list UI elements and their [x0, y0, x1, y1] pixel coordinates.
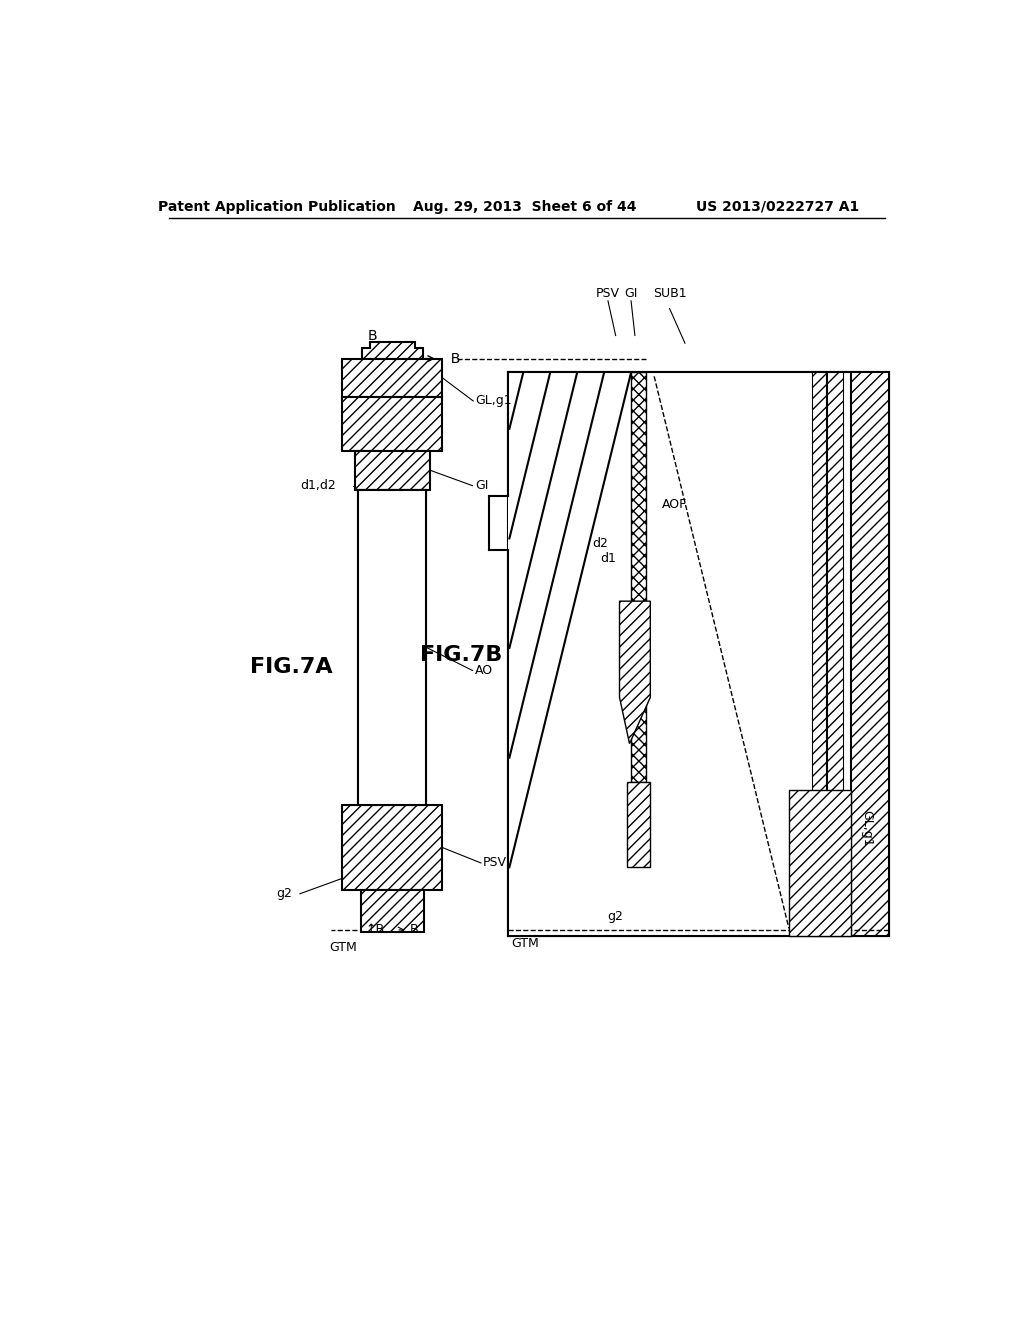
Text: FIG.7B: FIG.7B [420, 645, 503, 665]
Text: B: B [441, 351, 460, 366]
Bar [508, 372, 889, 936]
Bar [358, 490, 426, 805]
Text: GTM: GTM [512, 937, 540, 950]
Text: d2: d2 [592, 537, 608, 550]
Polygon shape [361, 342, 423, 359]
Text: GL,g1: GL,g1 [475, 395, 512, 408]
Text: d1: d1 [600, 552, 615, 565]
Polygon shape [812, 372, 826, 936]
Bar [378, 490, 387, 805]
Text: ↑B: ↑B [366, 924, 385, 936]
Bar [508, 372, 851, 936]
Text: GTM: GTM [329, 941, 357, 954]
Text: GL,g1: GL,g1 [860, 810, 873, 846]
Text: GI: GI [475, 479, 488, 492]
Text: g2: g2 [607, 911, 624, 924]
Text: Aug. 29, 2013  Sheet 6 of 44: Aug. 29, 2013 Sheet 6 of 44 [413, 199, 637, 214]
Text: SUB1: SUB1 [652, 286, 686, 300]
Text: g2: g2 [276, 887, 292, 900]
Bar [358, 490, 369, 805]
Polygon shape [342, 805, 442, 890]
Bar [358, 490, 426, 805]
Bar [417, 490, 426, 805]
Text: AO: AO [475, 664, 493, 677]
Bar [407, 490, 417, 805]
Text: B: B [368, 329, 377, 342]
Polygon shape [342, 359, 442, 397]
Text: Patent Application Publication: Patent Application Publication [158, 199, 395, 214]
Polygon shape [851, 372, 889, 936]
Bar [397, 490, 407, 805]
Polygon shape [342, 397, 442, 451]
Polygon shape [354, 451, 430, 490]
Text: GI: GI [625, 286, 638, 300]
Text: d1,d2: d1,d2 [301, 479, 337, 492]
Polygon shape [628, 781, 650, 867]
Polygon shape [360, 890, 424, 932]
Bar [631, 372, 646, 781]
Text: FIG.7A: FIG.7A [250, 656, 333, 677]
Polygon shape [620, 601, 650, 743]
Text: US 2013/0222727 A1: US 2013/0222727 A1 [695, 199, 859, 214]
Text: AOF: AOF [662, 499, 687, 511]
Polygon shape [827, 372, 843, 936]
Text: B: B [410, 924, 418, 936]
Text: PSV: PSV [596, 286, 620, 300]
Polygon shape [788, 789, 851, 936]
Bar [369, 490, 378, 805]
Bar [387, 490, 397, 805]
Text: PSV: PSV [483, 857, 507, 870]
